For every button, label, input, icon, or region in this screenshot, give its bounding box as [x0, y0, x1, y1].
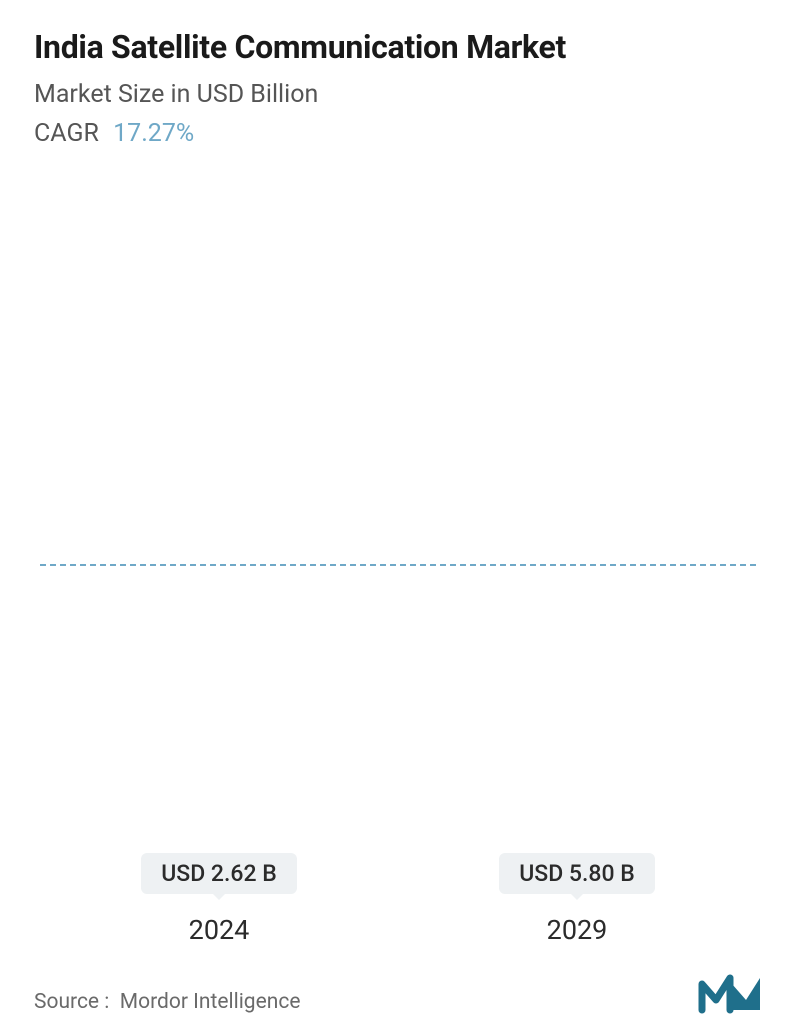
bar-group: USD 2.62 B [70, 853, 367, 892]
bar-group: USD 5.80 B [428, 853, 725, 892]
chart-subtitle: Market Size in USD Billion [34, 80, 762, 109]
bar-value-label: USD 2.62 B [141, 853, 297, 894]
bar-value-label: USD 5.80 B [499, 853, 655, 894]
cagr-label: CAGR [34, 119, 99, 148]
bars-group: USD 2.62 B USD 5.80 B [40, 166, 756, 892]
x-axis-label: 2024 [70, 914, 367, 946]
chart-plot-area: USD 2.62 B USD 5.80 B [40, 166, 756, 892]
chart-footer: Source : Mordor Intelligence [34, 946, 762, 1014]
source-name: Mordor Intelligence [120, 990, 301, 1014]
cagr-row: CAGR 17.27% [34, 119, 762, 148]
x-axis-label: 2029 [428, 914, 725, 946]
x-axis-labels: 2024 2029 [34, 902, 762, 946]
cagr-value: 17.27% [113, 119, 194, 148]
source-text: Source : Mordor Intelligence [34, 990, 300, 1014]
source-prefix: Source : [34, 990, 109, 1014]
publisher-logo-icon [698, 970, 762, 1014]
chart-container: India Satellite Communication Market Mar… [0, 0, 796, 1034]
chart-title: India Satellite Communication Market [34, 28, 762, 66]
